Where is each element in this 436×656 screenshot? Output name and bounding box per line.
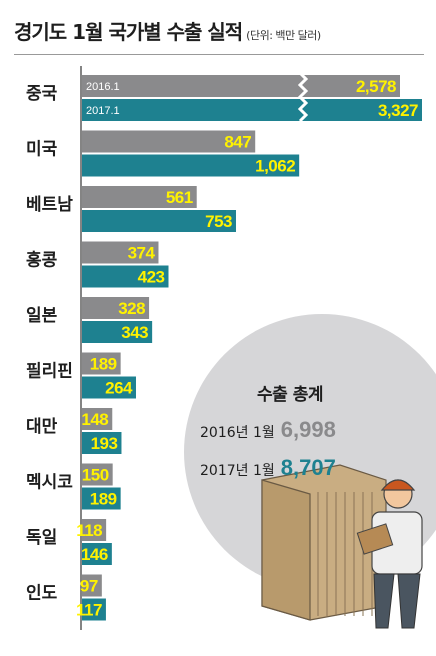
bar-2017.1 [82, 598, 106, 621]
bar-value-label: 847 [224, 133, 251, 152]
category-label: 인도 [26, 584, 58, 604]
summary-title: 수출 총계 [257, 385, 323, 405]
title-block: 경기도 1월 국가별 수출 실적 (단위: 백만 달러) [14, 16, 321, 45]
bar-value-label: 264 [105, 379, 133, 398]
bar-value-label: 1,062 [255, 157, 295, 176]
title-divider [14, 54, 424, 55]
bar-2016.1 [82, 519, 107, 541]
bar-2017.1 [82, 487, 121, 510]
bar-2017.1 [82, 210, 236, 232]
legend-label-2017.1: 2017.1 [86, 105, 120, 117]
bar-2016.1 [82, 352, 121, 375]
bar-value-label: 118 [76, 521, 102, 540]
category-label: 필리핀 [26, 362, 73, 382]
category-label: 베트남 [26, 195, 73, 215]
bar-2016.1 [82, 297, 150, 319]
bar-2017.1 [82, 154, 300, 177]
bar-value-label: 189 [90, 490, 117, 509]
bar-value-label: 423 [138, 268, 165, 287]
bar-value-label: 148 [81, 410, 108, 429]
category-label: 미국 [26, 140, 58, 160]
bar-value-label: 117 [76, 601, 102, 620]
summary-row-2017: 2017년 1월 8,707 [200, 455, 380, 481]
chart-title: 경기도 1월 국가별 수출 실적 [14, 20, 243, 44]
axis-break-marker [297, 71, 309, 123]
legend-label-2016.1: 2016.1 [86, 81, 120, 93]
bar-2017.1 [82, 265, 169, 288]
bar-2016.1 [82, 463, 113, 486]
summary-label-2016: 2016년 1월 [200, 425, 275, 441]
bar-value-label: 343 [121, 323, 148, 342]
category-label: 멕시코 [26, 473, 73, 493]
bar-2017.1 [82, 99, 422, 121]
summary-value-2016: 6,998 [280, 417, 336, 442]
bar-value-label: 193 [91, 434, 118, 453]
bar-value-label: 146 [81, 545, 108, 564]
bar-value-label: 97 [80, 577, 98, 596]
bar-2016.1 [82, 130, 256, 153]
bar-value-label: 328 [118, 299, 145, 318]
bar-2016.1 [82, 75, 400, 97]
bar-2016.1 [82, 241, 159, 264]
category-label: 중국 [26, 84, 58, 104]
bar-2017.1 [82, 321, 153, 343]
bar-value-label: 3,327 [378, 101, 418, 120]
category-label: 대만 [26, 417, 58, 437]
summary-value-2017: 8,707 [280, 455, 336, 480]
summary-label-2017: 2017년 1월 [200, 463, 275, 479]
export-total-summary: 수출 총계 2016년 1월 6,998 2017년 1월 8,707 [200, 380, 380, 481]
bar-value-label: 561 [166, 188, 193, 207]
bar-2016.1 [82, 574, 102, 597]
category-label: 독일 [26, 528, 57, 548]
category-label: 홍콩 [26, 250, 58, 271]
category-label: 일본 [26, 306, 58, 326]
bar-value-label: 189 [90, 355, 117, 374]
bar-2017.1 [82, 543, 112, 565]
bar-2017.1 [82, 376, 136, 399]
worker-with-boxes-illustration [261, 464, 423, 629]
bar-value-label: 753 [205, 212, 232, 231]
bar-2016.1 [82, 186, 197, 208]
unit-label: (단위: 백만 달러) [246, 29, 321, 42]
bar-value-label: 374 [128, 244, 156, 263]
summary-row-2016: 2016년 1월 6,998 [200, 417, 380, 443]
bar-value-label: 2,578 [356, 77, 396, 96]
bar-2017.1 [82, 432, 122, 454]
bar-2016.1 [82, 408, 113, 430]
bar-value-label: 150 [82, 466, 109, 485]
